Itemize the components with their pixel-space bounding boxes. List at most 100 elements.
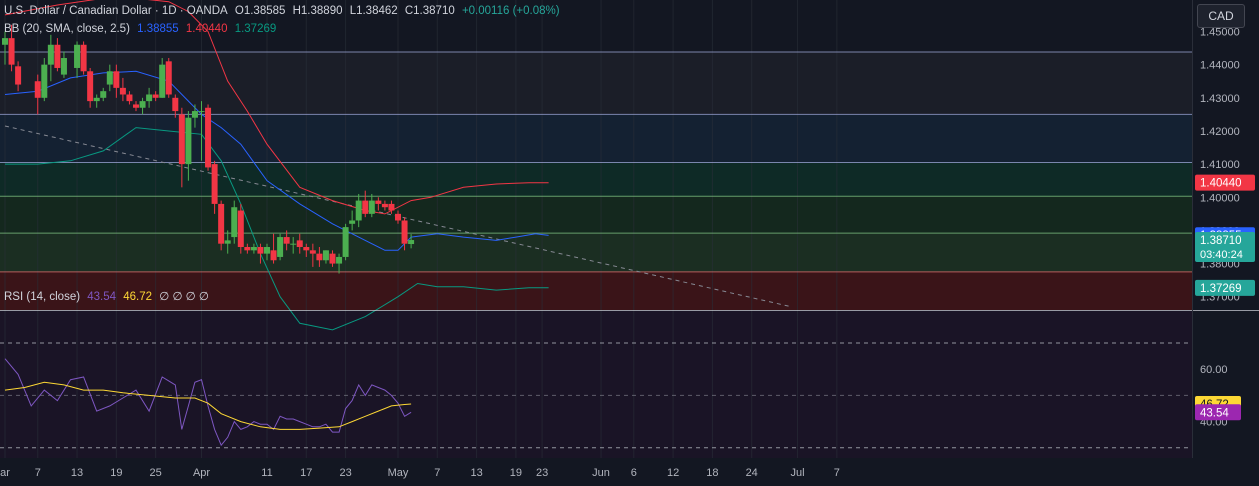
- candle-down: [8, 38, 15, 65]
- rsi-pane-background: [0, 311, 1192, 458]
- bb-basis-line: [4, 70, 549, 251]
- candle-up: [191, 111, 198, 118]
- candle-down: [375, 200, 382, 204]
- candle-up: [355, 200, 362, 221]
- price-zone: [0, 196, 1192, 234]
- price-label-text: 1.38710: [1200, 235, 1242, 247]
- x-tick-label: 19: [110, 467, 122, 479]
- y-tick-label: 1.42000: [1200, 126, 1240, 138]
- candle-up: [368, 200, 375, 214]
- candle-down: [152, 94, 159, 98]
- candle-down: [401, 220, 408, 244]
- candle-down: [133, 104, 139, 108]
- candle-down: [34, 81, 41, 98]
- x-tick-label: 6: [631, 467, 637, 479]
- candle-up: [336, 256, 343, 264]
- bb-legend[interactable]: BB (20, SMA, close, 2.5) 1.38855 1.40440…: [4, 23, 280, 35]
- rsi-ma-value: 46.72: [123, 291, 153, 303]
- candle-down: [178, 114, 185, 165]
- currency-button[interactable]: CAD: [1197, 4, 1245, 28]
- price-zone: [0, 162, 1192, 197]
- x-tick-label: 19: [510, 467, 522, 479]
- x-tick-label: 23: [536, 467, 548, 479]
- x-tick-label: 18: [706, 467, 718, 479]
- x-tick-label: 12: [667, 467, 679, 479]
- candle-up: [290, 243, 297, 245]
- candle-down: [211, 164, 218, 204]
- candle-up: [349, 220, 356, 224]
- candle-up: [74, 44, 81, 68]
- candle-up: [100, 91, 107, 98]
- price-zone: [0, 114, 1192, 163]
- bb-lower-value: 1.37269: [234, 23, 277, 35]
- x-tick-label: May: [388, 467, 409, 479]
- y-tick-label: 1.41000: [1200, 159, 1240, 171]
- candle-down: [296, 240, 303, 248]
- x-tick-label: 17: [300, 467, 312, 479]
- rsi-name: RSI (14, close): [4, 291, 81, 303]
- candle-down: [237, 210, 244, 248]
- candle-up: [47, 44, 54, 65]
- rsi-y-tick-label: 60.00: [1200, 364, 1228, 376]
- x-tick-label: 7: [834, 467, 840, 479]
- candle-down: [270, 250, 277, 261]
- candle-down: [113, 71, 120, 88]
- y-tick-label: 1.40000: [1200, 192, 1240, 204]
- x-tick-label: 24: [746, 467, 758, 479]
- close-value: C1.38710: [404, 5, 455, 17]
- rsi-legend[interactable]: RSI (14, close) 43.54 46.72 ∅ ∅ ∅ ∅: [4, 289, 213, 303]
- candle-down: [172, 97, 179, 112]
- candle-down: [54, 44, 61, 68]
- rsi-ma-line: [4, 381, 412, 430]
- x-tick-label: 11: [261, 467, 272, 479]
- candle-up: [60, 58, 67, 75]
- x-tick-label: 13: [71, 467, 83, 479]
- candle-up: [106, 71, 113, 85]
- y-tick-label: 1.45000: [1200, 26, 1240, 38]
- candle-up: [41, 64, 48, 98]
- candle-up: [93, 97, 100, 102]
- candle-up: [159, 64, 166, 98]
- candle-down: [303, 247, 310, 251]
- bb-lower-line: [5, 127, 549, 331]
- candle-up: [198, 111, 205, 113]
- bb-upper-value: 1.40440: [185, 23, 228, 35]
- candle-down: [119, 87, 126, 95]
- candle-down: [381, 203, 388, 208]
- y-tick-label: 1.44000: [1200, 60, 1240, 72]
- candle-down: [316, 253, 323, 261]
- price-zone: [0, 233, 1192, 272]
- price-label-badge: [1195, 279, 1255, 296]
- candle-down: [165, 61, 172, 95]
- candle-down: [309, 250, 316, 254]
- rsi-extra-values: ∅ ∅ ∅ ∅: [159, 291, 209, 303]
- price-label-badge: [1195, 174, 1255, 191]
- bb-upper-line: [4, 0, 549, 215]
- price-countdown-text: 03:40:24: [1200, 249, 1243, 261]
- candle-down: [283, 237, 290, 244]
- candle-up: [139, 101, 146, 108]
- candle-up: [408, 240, 415, 245]
- x-tick-label: Jun: [592, 467, 610, 479]
- candle-up: [277, 237, 284, 257]
- x-tick-label: 25: [150, 467, 162, 479]
- change-value: +0.00116 (+0.08%): [461, 5, 560, 17]
- candle-up: [264, 247, 270, 254]
- candle-down: [218, 203, 225, 244]
- symbol-legend: U.S. Dollar / Canadian Dollar · 1D · OAN…: [4, 5, 564, 17]
- low-value: L1.38462: [349, 5, 398, 17]
- rsi-label-badge: [1195, 404, 1241, 421]
- candle-up: [250, 247, 257, 251]
- high-value: H1.38890: [292, 5, 343, 17]
- price-label-badge: [1195, 232, 1255, 263]
- candle-up: [2, 38, 8, 45]
- x-tick-label: 23: [339, 467, 351, 479]
- candle-down: [244, 247, 251, 251]
- rsi-label-text: 43.54: [1200, 407, 1229, 419]
- symbol-title[interactable]: U.S. Dollar / Canadian Dollar · 1D · OAN…: [4, 5, 228, 17]
- x-tick-label: Apr: [193, 467, 210, 479]
- candle-up: [322, 250, 329, 261]
- candle-down: [395, 213, 401, 221]
- y-tick-label: 1.43000: [1200, 93, 1240, 105]
